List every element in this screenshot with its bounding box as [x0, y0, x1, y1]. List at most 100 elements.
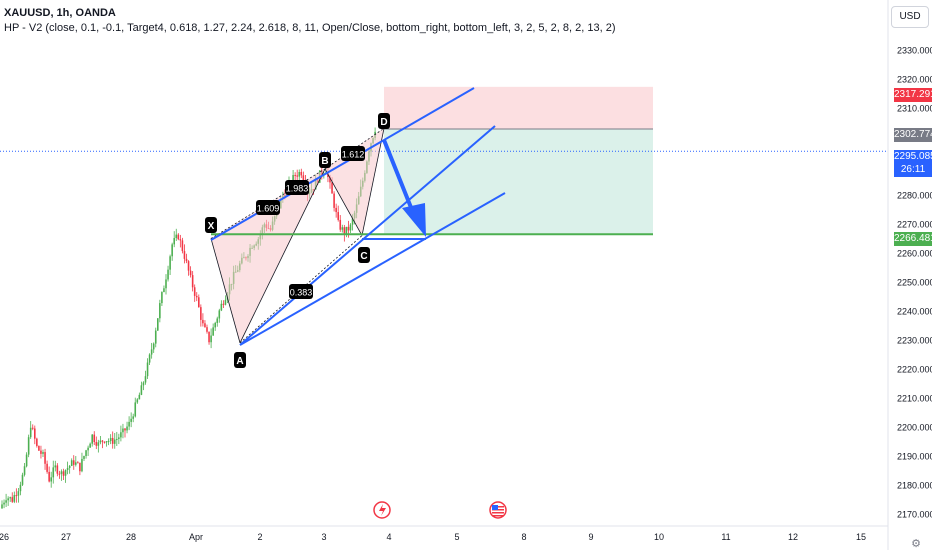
- candle-body: [345, 226, 348, 235]
- leg-ab: [239, 168, 326, 344]
- candle-body: [99, 440, 102, 443]
- candle-body: [146, 362, 149, 377]
- candle-body: [144, 376, 147, 383]
- candle-body: [341, 227, 344, 230]
- candle-body: [173, 238, 175, 245]
- point-label-x: X: [208, 221, 215, 232]
- candle-body: [50, 477, 52, 482]
- candle-body: [159, 303, 161, 319]
- candle-body: [15, 495, 18, 497]
- x-tick-label: 8: [521, 532, 526, 542]
- candle-body: [54, 465, 57, 468]
- point-label-b: B: [321, 156, 328, 167]
- candle-body: [60, 471, 63, 474]
- lightning-icon: [379, 504, 386, 516]
- ratio-box: [285, 180, 309, 195]
- candle-body: [21, 474, 24, 485]
- candle-body: [62, 471, 65, 476]
- candle-body: [105, 441, 108, 443]
- candle-body: [187, 261, 190, 271]
- candle-body: [3, 502, 5, 505]
- lower-trendline: [239, 192, 506, 346]
- candle-body: [111, 437, 114, 444]
- candle-body: [42, 452, 44, 454]
- candle-body: [169, 256, 171, 270]
- candle-body: [66, 467, 69, 471]
- indicator-title: HP - V2 (close, 0.1, -0.1, Target4, 0.61…: [4, 22, 616, 34]
- candle-body: [23, 466, 26, 475]
- candle-body: [1, 504, 3, 509]
- ratio-label: 0.383: [290, 288, 313, 298]
- candle-body: [294, 175, 296, 177]
- candle-body: [300, 171, 303, 176]
- currency-button[interactable]: USD: [891, 6, 929, 28]
- candle-body: [216, 318, 219, 323]
- candle-body: [13, 495, 16, 502]
- candle-body: [36, 438, 38, 446]
- x-tick-label: 4: [386, 532, 391, 542]
- candle-body: [347, 226, 350, 231]
- candle-body: [134, 402, 137, 417]
- candle-body: [101, 440, 104, 442]
- point-label-d: D: [380, 117, 387, 128]
- y-tick-label: 2200.000: [897, 423, 932, 433]
- x-tick-label: 5: [454, 532, 459, 542]
- candle-body: [89, 443, 91, 448]
- candle-body: [34, 428, 36, 439]
- countdown-tag: 26:11: [894, 163, 932, 177]
- candle-body: [193, 287, 196, 296]
- candle-body: [124, 428, 126, 431]
- candle-body: [202, 319, 204, 324]
- candle-body: [72, 460, 75, 465]
- candle-body: [109, 437, 112, 442]
- y-tick-label: 2170.000: [897, 510, 932, 520]
- candle-body: [142, 382, 145, 386]
- candle-body: [27, 437, 30, 455]
- x-tick-label: 9: [588, 532, 593, 542]
- candle-body: [64, 470, 67, 476]
- y-tick-label: 2310.000: [897, 104, 932, 114]
- candle-body: [132, 416, 134, 419]
- candle-body: [210, 335, 212, 343]
- candle-body: [292, 175, 294, 185]
- x-tick-label: 27: [61, 532, 71, 542]
- candle-body: [116, 438, 118, 440]
- candles: [1, 127, 376, 510]
- candle-body: [7, 498, 9, 501]
- point-label-c: C: [360, 251, 367, 262]
- candle-body: [206, 327, 208, 332]
- y-tick-label: 2250.000: [897, 278, 932, 288]
- candle-body: [154, 330, 157, 344]
- y-tick-label: 2270.000: [897, 220, 932, 230]
- candle-body: [177, 234, 180, 240]
- candle-body: [107, 441, 110, 443]
- candle-body: [183, 251, 186, 259]
- ratio-box: [341, 146, 365, 161]
- candle-body: [58, 473, 61, 475]
- point-label-b-box: [319, 152, 331, 168]
- x-tick-label: 2: [257, 532, 262, 542]
- entry-price-tag: 2302.774: [894, 128, 932, 142]
- candle-body: [85, 450, 87, 457]
- candle-body: [185, 258, 188, 262]
- candle-body: [126, 426, 128, 431]
- candle-body: [150, 349, 153, 355]
- candle-body: [130, 418, 132, 422]
- stop-loss-zone: [384, 86, 653, 129]
- flag-stripe: [492, 515, 504, 517]
- candle-body: [75, 462, 77, 465]
- symbol-title: XAUUSD, 1h, OANDA: [4, 7, 116, 19]
- x-tick-label: 28: [126, 532, 136, 542]
- candle-body: [93, 434, 96, 443]
- candle-body: [81, 458, 83, 472]
- ratio-label: 1.983: [286, 184, 309, 194]
- settings-icon[interactable]: ⚙: [911, 538, 921, 550]
- candle-body: [118, 437, 120, 439]
- y-tick-label: 2230.000: [897, 336, 932, 346]
- candle-body: [339, 219, 342, 230]
- candle-body: [128, 421, 130, 427]
- candle-body: [302, 175, 305, 183]
- candle-body: [175, 234, 178, 239]
- pattern-bcd-fill: [325, 128, 384, 236]
